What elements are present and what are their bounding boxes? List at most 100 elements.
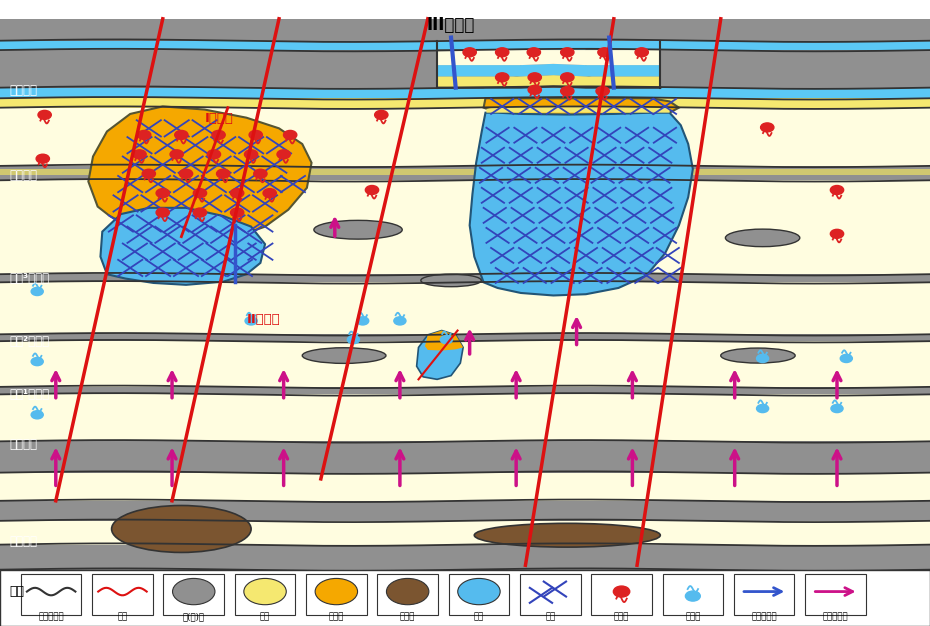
Circle shape [138,130,151,140]
Circle shape [231,208,244,217]
Bar [234,574,296,615]
Polygon shape [0,570,930,626]
Bar [92,574,153,615]
Circle shape [635,48,648,57]
Circle shape [254,169,267,178]
Circle shape [561,48,574,57]
Polygon shape [0,441,930,473]
Text: 须四段底: 须四段底 [9,85,37,97]
Circle shape [561,73,574,82]
Circle shape [263,188,276,198]
Ellipse shape [474,523,660,547]
Text: 须二²亚段底: 须二²亚段底 [9,335,49,347]
Circle shape [217,169,230,178]
Text: 地层分界线: 地层分界线 [38,613,64,622]
Circle shape [830,229,844,239]
Circle shape [236,575,247,583]
Bar [164,574,224,615]
Circle shape [449,575,461,583]
Circle shape [156,208,169,217]
Circle shape [685,591,700,601]
Text: I类断层: I类断层 [205,113,233,125]
Text: 雷口坡组: 雷口坡组 [9,535,37,548]
Text: 须三段底: 须三段底 [9,169,37,182]
Bar [20,574,82,615]
Circle shape [38,110,51,120]
Circle shape [175,130,188,140]
Polygon shape [0,545,930,570]
Polygon shape [88,106,312,239]
Polygon shape [437,75,660,88]
Polygon shape [0,387,930,394]
Polygon shape [0,19,930,570]
Text: 砂岩: 砂岩 [259,613,271,622]
Bar [378,574,438,615]
Text: 膏岩层: 膏岩层 [400,613,416,622]
Text: 地层水: 地层水 [685,613,700,622]
Polygon shape [0,50,930,88]
Bar [448,574,510,615]
Polygon shape [0,166,930,180]
Polygon shape [0,169,930,175]
Ellipse shape [302,347,386,363]
Circle shape [598,48,611,57]
Circle shape [170,150,183,159]
Bar [805,574,866,615]
Polygon shape [0,334,930,341]
Circle shape [32,357,44,366]
Circle shape [440,336,452,344]
Circle shape [393,317,405,325]
Circle shape [36,154,49,163]
Text: 气运移方向: 气运移方向 [823,613,848,622]
Circle shape [644,575,657,583]
Polygon shape [437,64,660,76]
Polygon shape [0,88,930,98]
Ellipse shape [244,578,286,605]
Circle shape [527,48,540,57]
Text: 须二³亚段底: 须二³亚段底 [9,272,49,285]
Circle shape [193,188,206,198]
Polygon shape [0,98,930,108]
Polygon shape [100,208,265,285]
Ellipse shape [173,578,215,605]
Circle shape [133,150,146,159]
Text: 泥(页)岩: 泥(页)岩 [183,613,205,622]
Polygon shape [437,50,521,88]
Circle shape [246,317,257,325]
Circle shape [543,575,554,583]
Circle shape [561,86,574,96]
Polygon shape [0,274,930,282]
Circle shape [496,48,509,57]
Circle shape [179,169,193,178]
Circle shape [245,150,258,159]
Polygon shape [417,331,463,379]
Text: 须一段底: 须一段底 [9,438,37,451]
Circle shape [32,411,44,419]
Circle shape [284,130,297,140]
Ellipse shape [721,348,795,363]
Polygon shape [0,41,930,50]
Circle shape [831,575,843,583]
Bar [734,574,794,615]
Ellipse shape [112,506,251,552]
Text: 天然气: 天然气 [614,613,630,622]
Polygon shape [425,331,463,351]
Text: 水运移方向: 水运移方向 [751,613,777,622]
Text: 裂缝: 裂缝 [545,613,555,622]
Circle shape [756,354,768,362]
Circle shape [761,123,774,132]
Circle shape [347,336,359,344]
Circle shape [614,586,630,597]
Text: 水层: 水层 [473,613,485,622]
Circle shape [528,73,541,82]
Circle shape [193,208,206,217]
Polygon shape [586,50,660,88]
Ellipse shape [458,578,500,605]
Text: III类断层: III类断层 [427,16,475,34]
Circle shape [277,150,290,159]
Ellipse shape [387,578,429,605]
Circle shape [841,354,852,362]
Ellipse shape [420,274,482,287]
Polygon shape [0,501,930,521]
Bar [306,574,366,615]
